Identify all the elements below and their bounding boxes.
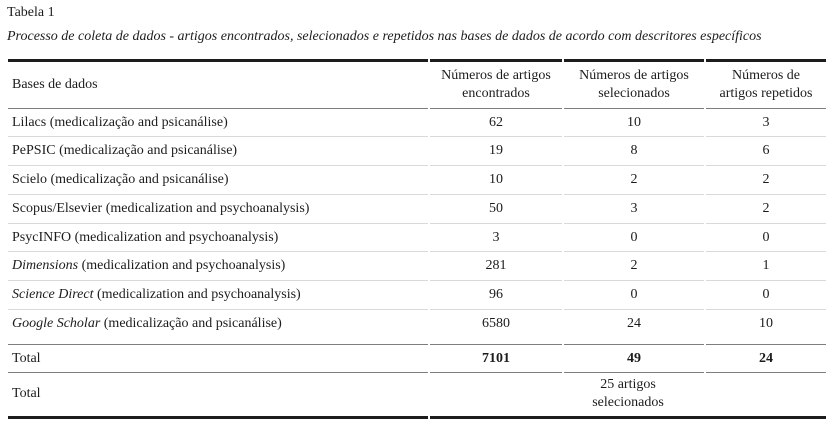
- table-number-label: Tabela 1: [7, 5, 55, 20]
- database-descriptor: (medicalization and psychoanalysis): [93, 287, 301, 303]
- cell-selected: 0: [564, 281, 704, 310]
- cell-repeated: 2: [706, 195, 826, 224]
- database-name: Scielo: [12, 172, 47, 188]
- header-artigos-selecionados: Números de artigos selecionados: [564, 59, 704, 109]
- total-found: 7101: [430, 345, 562, 374]
- database-descriptor: (medicalização and psicanálise): [47, 172, 229, 188]
- total-label: Total: [8, 345, 428, 374]
- header-row: Bases de dados Números de artigos encont…: [8, 59, 826, 109]
- cell-selected: 8: [564, 137, 704, 167]
- database-name: Scopus/Elsevier: [12, 200, 103, 216]
- header-artigos-repetidos: Números de artigos repetidos: [706, 59, 826, 109]
- cell-repeated: 6: [706, 137, 826, 167]
- database-name: Lilacs: [12, 114, 47, 130]
- table-header: Bases de dados Números de artigos encont…: [8, 59, 826, 109]
- cell-found: 6580: [430, 310, 562, 345]
- cell-selected: 0: [564, 224, 704, 253]
- database-name: Dimensions: [12, 258, 79, 274]
- table-row: Dimensions (medicalization and psychoana…: [8, 252, 826, 282]
- cell-found: 3: [430, 224, 562, 253]
- cell-repeated: 2: [706, 166, 826, 195]
- database-descriptor: (medicalização and psicanálise): [46, 114, 228, 130]
- database-cell: Scopus/Elsevier (medicalization and psyc…: [8, 195, 428, 224]
- table-totals: Total 7101 49 24 Total 25 artigos seleci…: [8, 345, 826, 419]
- database-descriptor: (medicalization and psychoanalysis): [71, 229, 279, 245]
- table-row: Science Direct (medicalization and psych…: [8, 281, 826, 310]
- total-final-value: 25 artigos selecionados: [430, 373, 826, 419]
- cell-found: 62: [430, 109, 562, 138]
- cell-selected: 2: [564, 166, 704, 195]
- cell-found: 50: [430, 195, 562, 224]
- cell-repeated: 10: [706, 310, 826, 345]
- cell-found: 10: [430, 166, 562, 195]
- table-body: Lilacs (medicalização and psicanálise) 6…: [8, 109, 826, 345]
- table-row: PsycINFO (medicalization and psychoanaly…: [8, 224, 826, 253]
- table-row: Lilacs (medicalização and psicanálise) 6…: [8, 109, 826, 138]
- table-row: PePSIC (medicalização and psicanálise) 1…: [8, 137, 826, 167]
- database-cell: Dimensions (medicalization and psychoana…: [8, 252, 428, 282]
- table-caption: Processo de coleta de dados - artigos en…: [7, 29, 762, 44]
- cell-selected: 10: [564, 109, 704, 138]
- total-row-final: Total 25 artigos selecionados: [8, 373, 826, 419]
- cell-repeated: 3: [706, 109, 826, 138]
- table-row: Scielo (medicalização and psicanálise) 1…: [8, 166, 826, 195]
- table-row: Google Scholar (medicalização and psican…: [8, 310, 826, 345]
- cell-found: 281: [430, 252, 562, 282]
- cell-found: 96: [430, 281, 562, 310]
- database-descriptor: (medicalization and psychoanalysis): [78, 258, 286, 274]
- cell-selected: 2: [564, 252, 704, 282]
- total-row-counts: Total 7101 49 24: [8, 345, 826, 374]
- cell-repeated: 1: [706, 252, 826, 282]
- database-cell: Google Scholar (medicalização and psican…: [8, 310, 428, 345]
- table-row: Scopus/Elsevier (medicalization and psyc…: [8, 195, 826, 224]
- total-repeated: 24: [706, 345, 826, 374]
- header-artigos-encontrados: Números de artigos encontrados: [430, 59, 562, 109]
- database-cell: Lilacs (medicalização and psicanálise): [8, 109, 428, 138]
- cell-selected: 24: [564, 310, 704, 345]
- cell-repeated: 0: [706, 281, 826, 310]
- total-selected: 49: [564, 345, 704, 374]
- total-final-label: Total: [8, 373, 428, 419]
- data-table: Bases de dados Números de artigos encont…: [6, 59, 828, 419]
- database-name: PsycINFO: [12, 229, 72, 245]
- database-cell: Scielo (medicalização and psicanálise): [8, 166, 428, 195]
- database-name: PePSIC: [12, 143, 56, 159]
- database-cell: PsycINFO (medicalization and psychoanaly…: [8, 224, 428, 253]
- header-bases-de-dados: Bases de dados: [8, 59, 428, 109]
- database-name: Google Scholar: [12, 315, 101, 331]
- cell-found: 19: [430, 137, 562, 167]
- database-descriptor: (medicalization and psychoanalysis): [102, 200, 310, 216]
- database-descriptor: (medicalização and psicanálise): [100, 315, 282, 331]
- cell-selected: 3: [564, 195, 704, 224]
- database-cell: PePSIC (medicalização and psicanálise): [8, 137, 428, 167]
- cell-repeated: 0: [706, 224, 826, 253]
- database-cell: Science Direct (medicalization and psych…: [8, 281, 428, 310]
- database-name: Science Direct: [12, 287, 94, 303]
- database-descriptor: (medicalização and psicanálise): [55, 143, 238, 159]
